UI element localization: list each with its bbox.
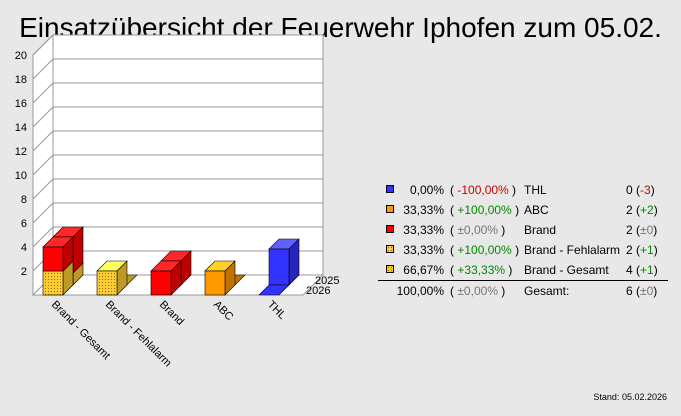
y-tick-label: 4 bbox=[21, 242, 27, 254]
legend-swatch bbox=[386, 185, 394, 193]
gridline-side bbox=[32, 58, 54, 80]
legend-percent: 33,33% bbox=[403, 203, 444, 217]
legend-total-row: 100,00% ( ±0,00% ) Gesamt: 6 (±0) bbox=[378, 281, 668, 301]
y-tick-label: 10 bbox=[15, 170, 27, 182]
legend-count: 2 (+2) bbox=[626, 203, 658, 217]
legend-swatch bbox=[386, 205, 394, 213]
bar-2026 bbox=[42, 270, 64, 296]
gridline-side bbox=[32, 226, 54, 248]
x-tick-label: THL bbox=[265, 299, 288, 322]
legend-row: 66,67% ( +33,33% ) Brand - Gesamt 4 (+1) bbox=[378, 260, 668, 280]
bar-2026 bbox=[96, 270, 118, 296]
legend-delta: ( -100,00% ) bbox=[450, 183, 517, 197]
gridline-side bbox=[32, 34, 54, 56]
legend-label: Brand - Gesamt bbox=[524, 263, 609, 277]
bar-2026-flat bbox=[258, 284, 290, 296]
bar-2025 bbox=[268, 248, 290, 286]
legend-label: ABC bbox=[524, 203, 549, 217]
legend-row: 33,33% ( +100,00% ) Brand - Fehlalarm 2 (+1… bbox=[378, 240, 668, 260]
legend-label: Brand - Fehlalarm bbox=[524, 243, 621, 257]
gridline-side bbox=[32, 82, 54, 104]
legend-percent: 0,00% bbox=[409, 183, 444, 197]
x-tick-label: Brand bbox=[157, 299, 186, 328]
y-tick-label: 12 bbox=[15, 146, 27, 158]
legend-delta: ( +33,33% ) bbox=[450, 263, 513, 277]
x-tick-label: ABC bbox=[211, 299, 236, 324]
y-tick-label: 6 bbox=[21, 218, 27, 230]
legend-percent: 33,33% bbox=[403, 223, 444, 237]
legend-label: Brand bbox=[524, 223, 557, 237]
gridline-side bbox=[32, 130, 54, 152]
total-delta: ( ±0,00% ) bbox=[450, 284, 506, 298]
legend-count: 4 (+1) bbox=[626, 263, 658, 277]
gridline-side bbox=[32, 178, 54, 200]
bar-2026 bbox=[42, 246, 64, 272]
total-percent: 100,00% bbox=[396, 284, 444, 298]
depth-label-2026: 2026 bbox=[306, 285, 330, 297]
legend-swatch bbox=[386, 225, 394, 233]
total-count: 6 (±0) bbox=[626, 284, 658, 298]
legend-swatch bbox=[386, 245, 394, 253]
bar-2026 bbox=[204, 270, 226, 296]
legend-count: 0 (-3) bbox=[626, 183, 655, 197]
y-tick-label: 14 bbox=[15, 122, 27, 134]
legend-percent: 66,67% bbox=[403, 263, 444, 277]
footer-stand: Stand: 05.02.2026 bbox=[593, 392, 667, 402]
legend-delta: ( +100,00% ) bbox=[450, 203, 520, 217]
gridline-side bbox=[32, 202, 54, 224]
legend-count: 2 (+1) bbox=[626, 243, 658, 257]
legend-row: 0,00% ( -100,00% ) THL 0 (-3) bbox=[378, 180, 668, 200]
legend-label: THL bbox=[524, 183, 547, 197]
gridline-side bbox=[32, 106, 54, 128]
bar-2026 bbox=[150, 270, 172, 296]
legend-delta: ( ±0,00% ) bbox=[450, 223, 506, 237]
legend: 0,00% ( -100,00% ) THL 0 (-3) 33,33% ( +100,0… bbox=[378, 180, 668, 301]
legend-swatch bbox=[386, 265, 394, 273]
legend-count: 2 (±0) bbox=[626, 223, 658, 237]
y-tick-label: 20 bbox=[15, 50, 27, 62]
depth-label-2025: 2025 bbox=[315, 275, 339, 287]
y-tick-label: 8 bbox=[21, 194, 27, 206]
y-tick-label: 18 bbox=[15, 74, 27, 86]
legend-percent: 33,33% bbox=[403, 243, 444, 257]
x-tick-label: Brand - Gesamt bbox=[49, 299, 112, 362]
y-tick-label: 2 bbox=[21, 266, 27, 278]
legend-separator bbox=[378, 280, 668, 281]
legend-row: 33,33% ( ±0,00% ) Brand 2 (±0) bbox=[378, 220, 668, 240]
y-tick-label: 16 bbox=[15, 98, 27, 110]
gridline-side bbox=[32, 154, 54, 176]
legend-row: 33,33% ( +100,00% ) ABC 2 (+2) bbox=[378, 200, 668, 220]
total-label: Gesamt: bbox=[524, 284, 570, 298]
legend-delta: ( +100,00% ) bbox=[450, 243, 520, 257]
